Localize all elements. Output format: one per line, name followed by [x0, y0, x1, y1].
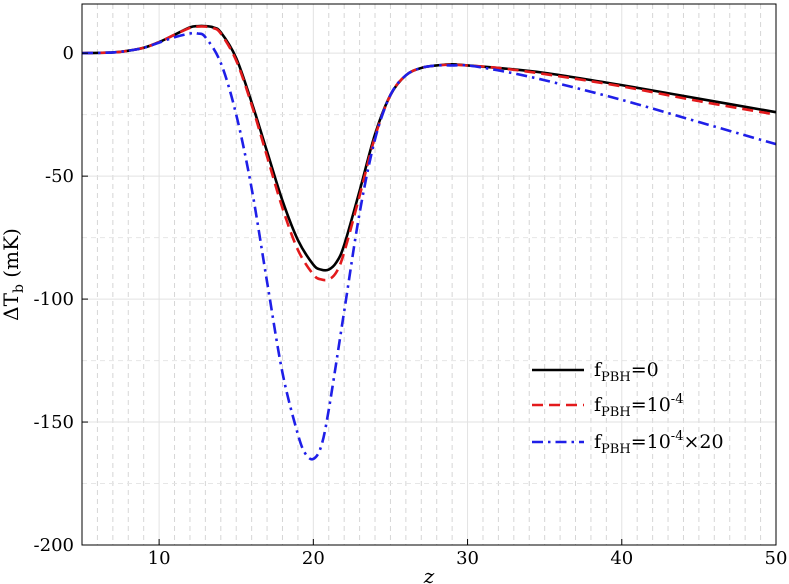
y-tick-label: 0: [63, 43, 74, 64]
y-tick-label: -50: [45, 166, 74, 187]
x-tick-label: 50: [765, 548, 788, 569]
x-tick-label: 10: [148, 548, 171, 569]
y-axis-label: ΔTb (mK): [0, 228, 27, 321]
legend: fPBH=0 fPBH=10-4 fPBH=10-4×20: [532, 359, 724, 457]
y-tick-label: -200: [34, 535, 74, 556]
series-line-3: [81, 31, 777, 461]
legend-label-3: fPBH=10-4×20: [594, 429, 724, 457]
series-line-1: [81, 24, 777, 272]
grid: [81, 4, 777, 546]
x-axis-label: z: [423, 564, 435, 584]
legend-label-1: fPBH=0: [594, 359, 659, 385]
series-lines: [81, 24, 777, 461]
axis-ticks: 10 20 30 40 50 0 -50 -100 -150 -200: [34, 43, 788, 569]
x-tick-label: 20: [302, 548, 325, 569]
series-line-2: [81, 25, 777, 282]
x-tick-label: 40: [610, 548, 633, 569]
x-tick-label: 30: [456, 548, 479, 569]
plot-frame: [81, 3, 777, 546]
y-tick-label: -100: [34, 289, 74, 310]
y-tick-label: -150: [34, 412, 74, 433]
legend-label-2: fPBH=10-4: [594, 392, 683, 420]
